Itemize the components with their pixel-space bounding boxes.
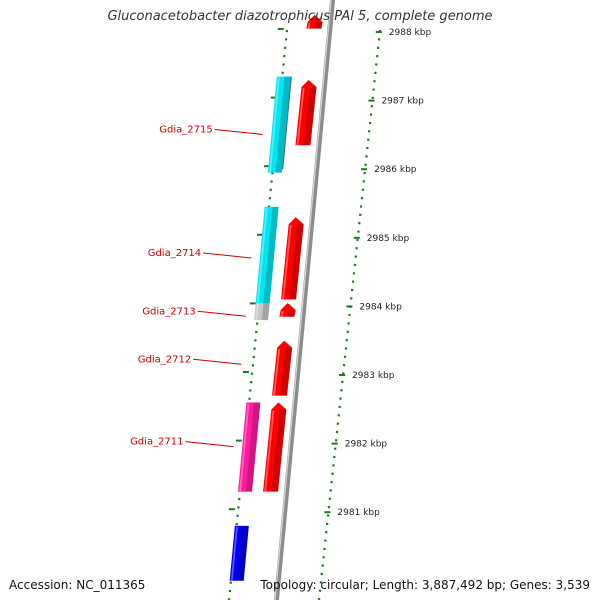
tick-label: 2987 kbp: [381, 97, 424, 107]
cds-rev-2714-cyan-body: [255, 206, 279, 303]
topology-text: Topology: circular; Length: 3,887,492 bp…: [260, 578, 590, 592]
cds-fwd-2713-shade: [287, 309, 296, 317]
cds-rev-2715-cyan-body: [267, 76, 291, 173]
cds-fwd-2711-highlight: [264, 410, 275, 492]
cds-fwd-top-highlight: [307, 22, 311, 29]
cds-fwd-2712-highlight: [273, 348, 281, 396]
cds-fwd-top-shade: [314, 21, 323, 29]
cds-fwd-top-body: [306, 14, 323, 29]
cds-rev-2711-magenta-body: [238, 402, 261, 492]
tick-label: 2983 kbp: [352, 371, 395, 381]
cds-rev-2715-cyan: [267, 76, 291, 173]
cds-fwd-2714: [280, 217, 304, 300]
gene-label[interactable]: Gdia_2715: [159, 124, 212, 135]
tick-label: 2984 kbp: [359, 302, 402, 312]
tick-label: 2982 kbp: [345, 440, 388, 450]
cds-rev-bottom-blue-body: [229, 525, 249, 581]
cds-fwd-2711-body: [263, 402, 287, 492]
cds-fwd-2712: [272, 340, 293, 396]
cds-fwd-2714-body: [280, 217, 304, 300]
backbone-group: [273, 0, 336, 600]
cds-fwd-2713-body: [279, 302, 296, 317]
cds-rev-2711-magenta: [238, 402, 261, 492]
gene-label-leader: [197, 310, 246, 317]
map-title: Gluconacetobacter diazotrophicus PAl 5, …: [107, 9, 493, 24]
gene-label-leader: [214, 128, 263, 135]
cds-fwd-2715-body: [295, 80, 317, 146]
cds-fwd-2714-shade: [289, 224, 304, 300]
gene-label-leader: [203, 252, 252, 259]
gene-label[interactable]: Gdia_2711: [130, 437, 183, 448]
tick-label: 2986 kbp: [374, 165, 417, 175]
tick-label: 2985 kbp: [367, 234, 410, 244]
cds-fwd-2715: [295, 80, 317, 146]
cds-rev-2715-cyan-highlight: [269, 77, 280, 173]
cds-fwd-2715-shade: [303, 87, 317, 146]
cds-rev-2713-grey: [254, 302, 270, 321]
gene-label[interactable]: Gdia_2713: [142, 306, 195, 317]
gene-label[interactable]: Gdia_2714: [148, 248, 201, 259]
gene-label-leader: [193, 358, 242, 365]
cds-fwd-2711: [263, 402, 287, 492]
accession-text: Accession: NC_011365: [9, 578, 146, 592]
outer-tick-ring: [317, 29, 382, 600]
cds-fwd-2714-highlight: [282, 225, 292, 300]
cds-rev-2713-grey-shade: [261, 302, 270, 321]
cds-fwd-2713: [279, 302, 296, 317]
cds-rev-2711-magenta-shade: [245, 402, 261, 492]
cds-fwd-top: [306, 14, 323, 29]
backbone-highlight: [274, 0, 332, 600]
cds-fwd-2712-body: [272, 340, 293, 396]
cds-rev-2713-grey-highlight: [255, 303, 259, 321]
cds-fwd-2715-highlight: [296, 88, 305, 146]
tick-label: 2981 kbp: [337, 508, 380, 518]
gene-label-leader: [185, 441, 234, 448]
cds-rev-bottom-blue-highlight: [230, 526, 238, 581]
cds-rev-2713-grey-body: [254, 302, 270, 321]
cds-rev-2714-cyan: [255, 206, 279, 303]
gene-label[interactable]: Gdia_2712: [138, 354, 191, 365]
backbone-line: [273, 0, 336, 600]
cds-rev-2714-cyan-shade: [263, 206, 279, 303]
cds-rev-bottom-blue: [229, 525, 249, 581]
tick-label: 2988 kbp: [389, 28, 432, 38]
cds-rev-2715-cyan-shade: [275, 76, 291, 173]
cds-fwd-2713-highlight: [280, 310, 284, 317]
cds-fwd-2711-shade: [271, 409, 287, 492]
cds-rev-2711-magenta-highlight: [239, 403, 250, 492]
cds-rev-bottom-blue-shade: [237, 525, 249, 581]
cds-rev-2714-cyan-highlight: [256, 207, 268, 303]
cds-fwd-2712-shade: [280, 347, 293, 396]
